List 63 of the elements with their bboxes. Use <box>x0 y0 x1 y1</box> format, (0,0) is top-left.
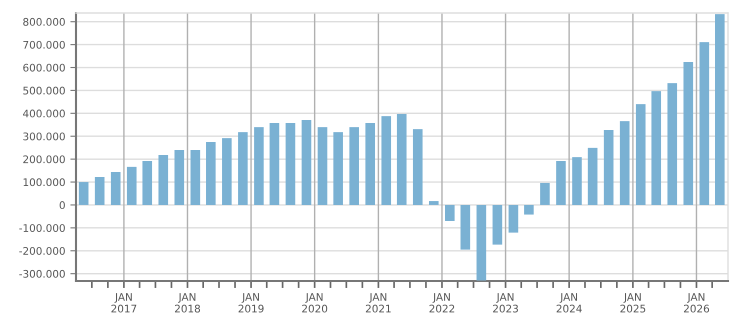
y-tick-label: -100.000 <box>19 224 65 232</box>
x-tick-label: JAN 2018 <box>174 293 200 313</box>
bar <box>667 83 678 205</box>
bar <box>286 122 296 205</box>
bar <box>508 204 518 233</box>
bar <box>524 204 534 215</box>
bar <box>126 166 137 205</box>
x-tick-label: JAN 2022 <box>429 293 454 313</box>
x-tick-label: JAN 2020 <box>302 293 328 313</box>
bar <box>588 148 598 205</box>
bar <box>190 150 200 205</box>
bar <box>396 114 407 205</box>
bar <box>142 160 152 205</box>
y-tick-label: 100.000 <box>24 178 65 186</box>
bar <box>158 155 168 205</box>
bar <box>333 132 343 205</box>
bar <box>110 172 121 205</box>
y-tick-label: 0 <box>60 201 65 210</box>
bar <box>349 127 359 205</box>
x-tick-label: JAN 2021 <box>366 293 391 313</box>
bar <box>540 182 550 205</box>
y-tick-label: 400.000 <box>23 110 65 118</box>
bar <box>381 116 392 205</box>
y-tick-label: 600.000 <box>23 64 65 72</box>
y-tick-label: 700.000 <box>23 40 65 49</box>
bar <box>476 204 486 281</box>
x-tick-label: JAN 2019 <box>238 293 264 313</box>
bar <box>700 42 710 205</box>
bar <box>94 177 104 205</box>
bar <box>222 138 232 205</box>
bar <box>302 120 312 205</box>
bar <box>636 104 646 205</box>
bar <box>460 204 470 250</box>
bar <box>174 150 184 205</box>
bar <box>651 91 662 205</box>
y-tick-label: -200.000 <box>19 246 65 255</box>
bar <box>556 160 566 205</box>
bar <box>206 142 216 205</box>
y-tick-label: 200.000 <box>23 155 65 164</box>
bar <box>78 182 88 205</box>
bar <box>428 201 439 205</box>
bar <box>604 130 614 205</box>
bar <box>492 204 502 245</box>
y-tick-label: -300.000 <box>19 270 65 278</box>
y-tick-label: 500.000 <box>23 86 65 95</box>
bar <box>572 157 582 205</box>
x-tick-label: JAN 2024 <box>556 293 582 313</box>
x-tick-label: JAN 2025 <box>620 293 646 313</box>
bar <box>270 122 280 205</box>
bar <box>365 122 376 205</box>
bar <box>412 129 423 205</box>
bar <box>318 127 328 205</box>
x-tick-label: JAN 2023 <box>493 293 518 313</box>
x-tick-label: JAN 2017 <box>111 293 136 313</box>
bar <box>238 132 248 205</box>
y-tick-label: 300.000 <box>23 132 65 140</box>
x-tick-label: JAN 2026 <box>684 293 710 313</box>
bar <box>445 204 455 221</box>
bar <box>254 127 264 205</box>
bar <box>683 62 694 205</box>
bar <box>620 121 630 205</box>
bar <box>715 14 725 205</box>
y-tick-label: 800.000 <box>23 18 65 26</box>
